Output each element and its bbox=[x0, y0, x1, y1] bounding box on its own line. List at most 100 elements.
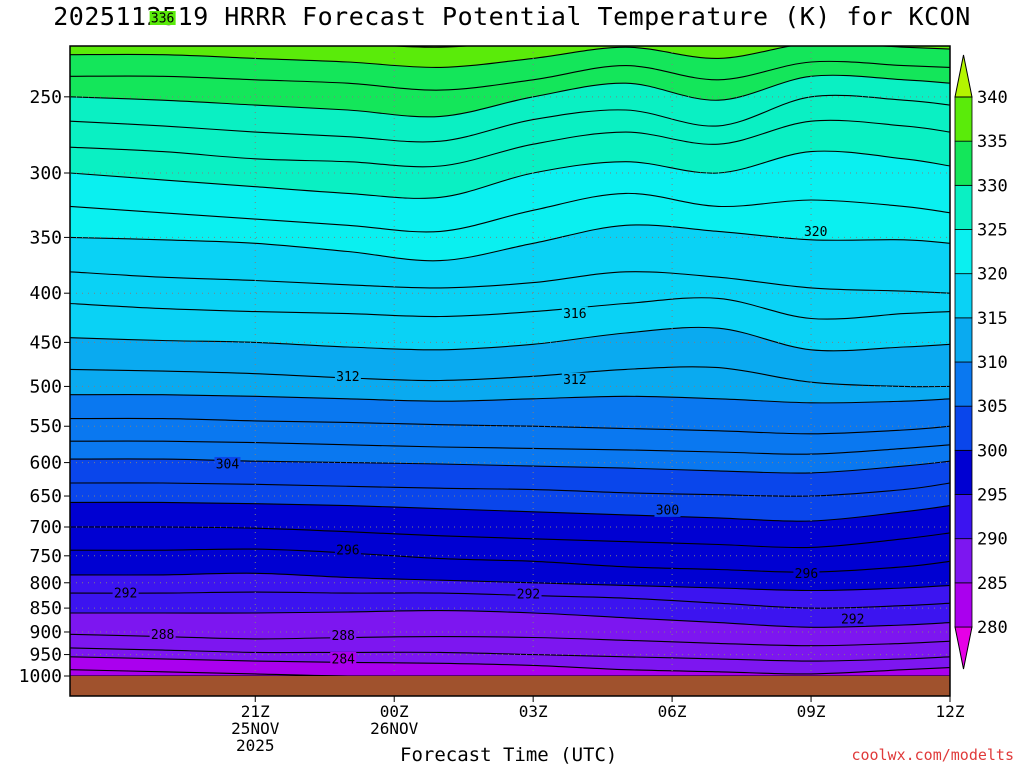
chart-title: 2025112519 HRRR Forecast Potential Tempe… bbox=[53, 2, 971, 31]
y-tick-label: 450 bbox=[29, 332, 62, 353]
isotherm-340 bbox=[70, 3, 950, 14]
colorbar-label: 290 bbox=[977, 530, 1008, 550]
contour-label-bg bbox=[654, 502, 681, 517]
x-tick-label: 12Z bbox=[936, 702, 965, 721]
isotherm-294 bbox=[70, 572, 950, 592]
isotherm-302 bbox=[70, 482, 950, 497]
y-tick-label: 250 bbox=[29, 87, 62, 108]
colorbar-segment bbox=[954, 273, 973, 319]
ground-surface bbox=[70, 676, 950, 696]
contour-label-bg bbox=[515, 587, 542, 602]
isotherm-314 bbox=[70, 326, 950, 352]
contour-label: 312 bbox=[336, 370, 359, 385]
contour-label: 316 bbox=[563, 307, 586, 322]
contour-label: 288 bbox=[151, 628, 174, 643]
isotherm-326 bbox=[70, 119, 950, 168]
isotherm-336 bbox=[384, 46, 475, 48]
contour-label-bg bbox=[149, 10, 176, 25]
y-tick-label: 500 bbox=[29, 376, 62, 397]
contour-label-bg bbox=[839, 611, 866, 626]
isotherm-296 bbox=[70, 548, 950, 573]
contour-label-bg bbox=[793, 566, 820, 581]
contour-label: 320 bbox=[804, 225, 827, 240]
x-tick-label: 26NOV bbox=[370, 719, 419, 738]
isotherm-308 bbox=[70, 417, 950, 435]
colorbar-segment bbox=[954, 229, 973, 275]
y-tick-label: 550 bbox=[29, 416, 62, 437]
y-tick-label: 300 bbox=[29, 163, 62, 184]
y-tick-label: 350 bbox=[29, 227, 62, 248]
colorbar-label: 340 bbox=[977, 88, 1008, 108]
y-tick-label: 650 bbox=[29, 486, 62, 507]
source-credit[interactable]: coolwx.com/modelts bbox=[851, 746, 1014, 764]
colorbar-segment bbox=[954, 317, 973, 363]
y-tick-label: 600 bbox=[29, 453, 62, 474]
contour-label: 292 bbox=[517, 588, 540, 603]
colorbar-label: 330 bbox=[977, 176, 1008, 196]
contour-label-bg bbox=[330, 651, 357, 666]
colorbar-label: 335 bbox=[977, 132, 1008, 152]
colorbar-top-arrow bbox=[954, 54, 973, 98]
colorbar-label: 280 bbox=[977, 618, 1008, 638]
contour-label: 296 bbox=[795, 567, 818, 582]
contour-label-bg bbox=[334, 369, 361, 384]
colorbar-segment bbox=[954, 494, 973, 540]
x-tick-label: 03Z bbox=[519, 702, 548, 721]
contour-label-bg bbox=[561, 372, 588, 387]
x-tick-label: 2025 bbox=[236, 736, 275, 755]
isotherm-318 bbox=[70, 271, 950, 294]
contour-label: 292 bbox=[114, 587, 137, 602]
contour-label: 292 bbox=[841, 612, 864, 627]
colorbar-label: 305 bbox=[977, 397, 1008, 417]
colorbar-segment bbox=[954, 96, 973, 142]
plot-frame bbox=[69, 45, 951, 697]
y-tick-label: 750 bbox=[29, 546, 62, 567]
isotherm-284 bbox=[70, 656, 950, 675]
isotherm-316 bbox=[70, 297, 950, 320]
colorbar-segment bbox=[954, 184, 973, 230]
colorbar-label: 325 bbox=[977, 221, 1008, 241]
isotherm-320 bbox=[70, 224, 950, 262]
x-tick-label: 00Z bbox=[380, 702, 409, 721]
y-tick-label: 1000 bbox=[19, 666, 62, 687]
y-tick-label: 950 bbox=[29, 645, 62, 666]
isotherm-288 bbox=[70, 633, 950, 647]
isotherm-330 bbox=[70, 74, 950, 118]
isotherm-310 bbox=[70, 394, 950, 404]
colorbar-segment bbox=[954, 538, 973, 584]
colorbar-segment bbox=[954, 582, 973, 628]
y-axis: 250 300 350 400 450 500 550 600 650 700 750 800 850 9… bbox=[19, 87, 70, 687]
colorbar-label: 300 bbox=[977, 441, 1008, 461]
colorbar-label: 295 bbox=[977, 486, 1008, 506]
colorbar-label: 320 bbox=[977, 265, 1008, 285]
x-tick-label: 09Z bbox=[797, 702, 826, 721]
x-tick-label: 21Z bbox=[241, 702, 270, 721]
y-tick-label: 800 bbox=[29, 573, 62, 594]
contour-label-bg bbox=[561, 306, 588, 321]
isotherm-290 bbox=[70, 610, 950, 628]
isotherm-322 bbox=[70, 192, 950, 233]
colorbar-segment bbox=[954, 140, 973, 186]
contour-label-bg bbox=[802, 224, 829, 239]
colorbar-label: 285 bbox=[977, 574, 1008, 594]
contour-label: 304 bbox=[216, 457, 240, 472]
colorbar-bottom-arrow bbox=[954, 626, 973, 670]
isotherm-338 bbox=[70, 12, 950, 28]
isotherm-324 bbox=[70, 150, 950, 199]
isotherm-286 bbox=[70, 647, 950, 662]
x-axis-title: Forecast Time (UTC) bbox=[400, 744, 618, 766]
theta-color-bands bbox=[70, 46, 950, 696]
contour-label: 288 bbox=[332, 629, 355, 644]
y-tick-label: 400 bbox=[29, 283, 62, 304]
contour-label-bg bbox=[334, 543, 361, 558]
isotherm-lines bbox=[70, 3, 950, 677]
contour-label: 284 bbox=[332, 652, 356, 667]
y-tick-label: 700 bbox=[29, 517, 62, 538]
contour-label-bg bbox=[214, 456, 241, 471]
x-tick-label: 25NOV bbox=[231, 719, 280, 738]
colorbar: 280 285 290 295 300 305 310 315 320 325 330 335 340 bbox=[954, 54, 1008, 670]
colorbar-label: 310 bbox=[977, 353, 1008, 373]
isotherm-300 bbox=[70, 501, 950, 522]
x-tick-label: 06Z bbox=[658, 702, 687, 721]
